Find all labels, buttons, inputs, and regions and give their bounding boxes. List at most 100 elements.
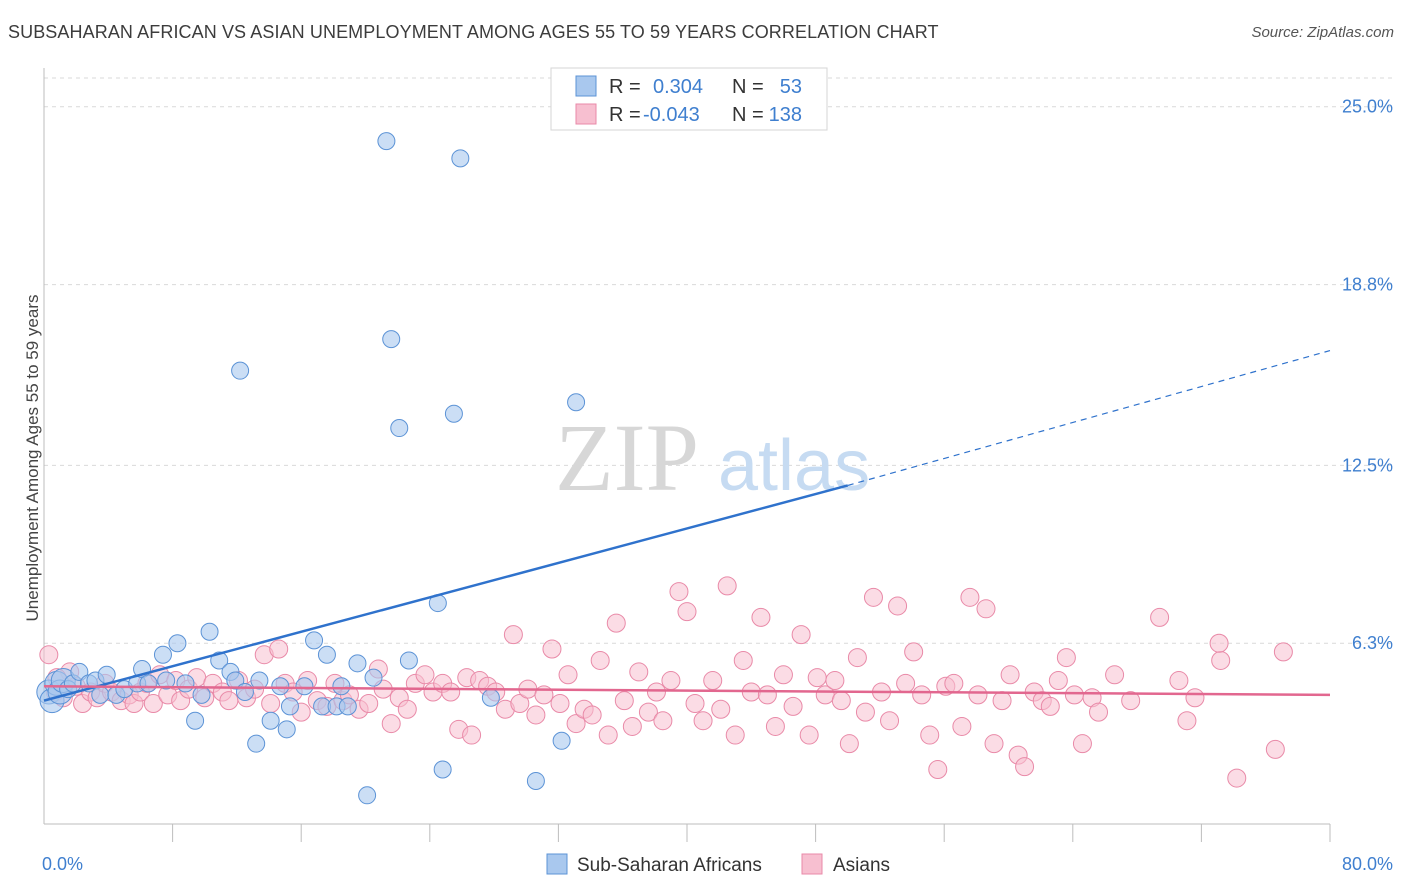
asians-point-104 xyxy=(855,702,875,722)
legend-r-value-blue: 0.304 xyxy=(653,76,703,98)
asians-point-115 xyxy=(944,673,964,693)
asians-point-87 xyxy=(717,576,737,596)
asians-point-105 xyxy=(863,587,883,607)
asians-point-96 xyxy=(791,625,811,645)
asians-point-68 xyxy=(566,714,586,734)
subsaharan-point-49 xyxy=(433,760,452,779)
subsaharan-point-32 xyxy=(277,720,296,739)
subsaharan-point-24 xyxy=(210,651,229,670)
asians-point-133 xyxy=(1089,702,1109,722)
asians-point-70 xyxy=(582,705,602,725)
subsaharan-point-29 xyxy=(250,671,269,690)
asians-point-0 xyxy=(39,645,59,665)
asians-point-83 xyxy=(685,693,705,713)
asians-point-52 xyxy=(441,682,461,702)
asians-point-47 xyxy=(397,699,417,719)
subsaharan-point-30 xyxy=(261,711,280,730)
asians-point-137 xyxy=(1169,671,1189,691)
asians-point-73 xyxy=(606,613,626,633)
x-tick-label-0: 0.0% xyxy=(42,854,83,874)
bottom-legend-swatch-blue xyxy=(546,853,568,875)
asians-point-141 xyxy=(1227,768,1247,788)
subsaharan-point-16 xyxy=(139,674,158,693)
asians-point-30 xyxy=(261,693,281,713)
subsaharan-point-10 xyxy=(91,685,110,704)
subsaharan-point-22 xyxy=(192,685,211,704)
y-axis-label: Unemployment Among Ages 55 to 59 years xyxy=(23,295,42,622)
asians-point-100 xyxy=(825,671,845,691)
asians-point-102 xyxy=(839,734,859,754)
subsaharan-point-34 xyxy=(295,677,314,696)
asians-point-75 xyxy=(622,716,642,736)
asians-point-116 xyxy=(952,716,972,736)
bottom-legend-swatch-pink xyxy=(801,853,823,875)
legend-r-value-pink: -0.043 xyxy=(643,104,700,126)
subsaharan-point-53 xyxy=(526,771,545,790)
asians-point-92 xyxy=(757,685,777,705)
subsaharan-point-20 xyxy=(176,674,195,693)
asians-point-129 xyxy=(1056,648,1076,668)
asians-point-107 xyxy=(880,711,900,731)
subsaharan-point-51 xyxy=(451,149,470,168)
asians-point-111 xyxy=(912,685,932,705)
subsaharan-point-35 xyxy=(305,631,324,650)
asians-point-122 xyxy=(1000,665,1020,685)
subsaharan-point-46 xyxy=(390,419,409,438)
trend-lines xyxy=(43,349,1331,702)
asians-point-127 xyxy=(1040,696,1060,716)
subsaharan-point-27 xyxy=(235,683,254,702)
subsaharan-point-45 xyxy=(382,330,401,349)
subsaharan-point-52 xyxy=(481,688,500,707)
asians-point-89 xyxy=(733,650,753,670)
asians-point-85 xyxy=(703,671,723,691)
bottom-legend-label-pink: Asians xyxy=(833,855,890,876)
asians-point-42 xyxy=(359,693,379,713)
y-tick-label-3: 25.0% xyxy=(1342,97,1393,117)
asians-point-109 xyxy=(896,673,916,693)
asians-point-55 xyxy=(462,725,482,745)
asians-point-117 xyxy=(960,587,980,607)
asians-point-71 xyxy=(590,650,610,670)
asians-point-88 xyxy=(725,725,745,745)
asians-point-134 xyxy=(1105,665,1125,685)
subsaharan-point-55 xyxy=(567,393,586,412)
asians-point-86 xyxy=(711,699,731,719)
asians-point-61 xyxy=(510,693,530,713)
subsaharan-point-17 xyxy=(153,645,172,664)
series-legend: Sub-Saharan Africans Asians xyxy=(546,853,890,876)
asians-point-142 xyxy=(1265,739,1285,759)
asians-point-74 xyxy=(614,691,634,711)
asians-point-65 xyxy=(542,639,562,659)
asians-point-121 xyxy=(992,691,1012,711)
asians-point-63 xyxy=(526,705,546,725)
asians-point-45 xyxy=(381,714,401,734)
asians-point-60 xyxy=(503,625,523,645)
svg-text:atlas: atlas xyxy=(718,426,870,506)
asians-point-77 xyxy=(638,702,658,722)
y-tick-label-2: 18.8% xyxy=(1342,275,1393,295)
chart-title: SUBSAHARAN AFRICAN VS ASIAN UNEMPLOYMENT… xyxy=(8,22,939,42)
asians-point-81 xyxy=(669,582,689,602)
subsaharan-point-50 xyxy=(444,404,463,423)
legend-r-label-blue: R = xyxy=(609,76,641,98)
legend-r-label-pink: R = xyxy=(609,104,641,126)
subsaharan-point-18 xyxy=(157,671,176,690)
asians-point-49 xyxy=(415,665,435,685)
asians-point-131 xyxy=(1072,734,1092,754)
subsaharan-point-54 xyxy=(552,731,571,750)
asians-point-15 xyxy=(143,693,163,713)
asians-point-110 xyxy=(904,642,924,662)
asians-trend-line xyxy=(43,685,1331,697)
watermark: ZIP atlas xyxy=(555,404,870,511)
asians-point-80 xyxy=(661,671,681,691)
chart-source: Source: ZipAtlas.com xyxy=(1251,24,1394,41)
legend-n-value-blue: 53 xyxy=(780,76,802,98)
legend-n-label-pink: N = xyxy=(732,104,764,126)
subsaharan-point-33 xyxy=(280,697,299,716)
asians-point-25 xyxy=(219,691,239,711)
asians-point-136 xyxy=(1150,607,1170,627)
subsaharan-points xyxy=(36,132,586,805)
asians-point-103 xyxy=(847,648,867,668)
asians-point-66 xyxy=(550,693,570,713)
x-tick-label-1: 80.0% xyxy=(1342,854,1393,874)
